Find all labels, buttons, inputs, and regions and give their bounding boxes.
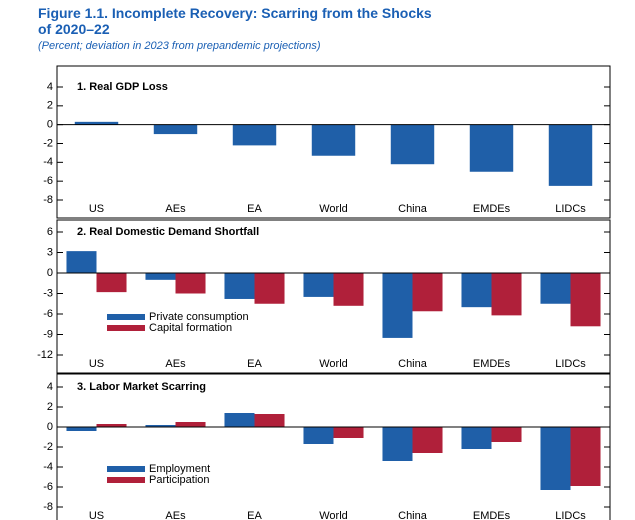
bar: [254, 273, 285, 304]
legend-label: Capital formation: [149, 322, 232, 334]
y-tick-label: -3: [43, 287, 53, 299]
y-tick-label: -9: [43, 328, 53, 340]
bar: [548, 124, 593, 186]
bar: [66, 251, 97, 273]
figure-subtitle: (Percent; deviation in 2023 from prepand…: [38, 40, 321, 52]
bar: [333, 273, 364, 306]
y-tick-label: -6: [43, 175, 53, 187]
bar: [254, 414, 285, 427]
bar: [303, 273, 334, 297]
y-tick-label: 2: [47, 401, 53, 413]
bar: [382, 427, 413, 461]
y-tick-label: -2: [43, 441, 53, 453]
x-tick-label: EA: [247, 358, 262, 370]
y-tick-label: 2: [47, 100, 53, 112]
x-tick-label: LIDCs: [555, 510, 586, 520]
bar: [175, 273, 206, 294]
bar: [74, 121, 119, 125]
bar: [540, 273, 571, 304]
panel-frame: [56, 65, 611, 219]
bar: [412, 273, 443, 312]
y-tick-label: 0: [47, 267, 53, 279]
x-tick-label: World: [319, 358, 348, 370]
panel-title: 1. Real GDP Loss: [77, 81, 168, 93]
bar: [461, 427, 492, 449]
figure-title: Figure 1.1. Incomplete Recovery: Scarrin…: [38, 5, 432, 37]
x-tick-label: China: [398, 203, 428, 215]
x-tick-label: AEs: [165, 358, 186, 370]
bar: [491, 273, 522, 316]
bar: [311, 124, 356, 156]
legend-label: Private consumption: [149, 311, 249, 323]
x-tick-label: EA: [247, 203, 262, 215]
x-tick-label: US: [89, 510, 104, 520]
x-tick-label: US: [89, 203, 104, 215]
x-tick-label: World: [319, 203, 348, 215]
bar: [153, 124, 198, 135]
y-tick-label: -12: [37, 349, 53, 361]
bar: [461, 273, 492, 308]
y-tick-label: -6: [43, 308, 53, 320]
bar: [491, 427, 522, 442]
bar: [96, 424, 127, 427]
legend-swatch: [107, 314, 145, 320]
x-tick-label: LIDCs: [555, 203, 586, 215]
y-tick-label: 4: [47, 381, 53, 393]
bar: [333, 427, 364, 438]
panel-frame: [56, 373, 611, 520]
y-tick-label: 0: [47, 421, 53, 433]
x-tick-label: EMDEs: [473, 510, 511, 520]
bar: [175, 422, 206, 427]
y-tick-label: -4: [43, 156, 53, 168]
y-tick-label: -6: [43, 481, 53, 493]
bar: [469, 124, 514, 172]
bar: [145, 425, 176, 427]
bar: [540, 427, 571, 490]
x-tick-label: China: [398, 358, 428, 370]
legend-swatch: [107, 325, 145, 331]
x-tick-label: World: [319, 510, 348, 520]
x-tick-label: EMDEs: [473, 358, 511, 370]
y-tick-label: 4: [47, 81, 53, 93]
y-tick-label: 6: [47, 226, 53, 238]
bar: [382, 273, 413, 338]
x-tick-label: AEs: [165, 510, 186, 520]
panel-title: 2. Real Domestic Demand Shortfall: [77, 226, 259, 238]
legend-label: Participation: [149, 474, 210, 486]
y-tick-label: -8: [43, 501, 53, 513]
x-tick-label: EMDEs: [473, 203, 511, 215]
bar: [224, 413, 255, 427]
bar: [224, 273, 255, 299]
panel-frame: [56, 219, 611, 374]
bar: [570, 427, 601, 486]
y-tick-label: -4: [43, 461, 53, 473]
y-tick-label: -8: [43, 194, 53, 206]
bar: [570, 273, 601, 327]
x-tick-label: China: [398, 510, 428, 520]
bar: [412, 427, 443, 453]
legend-swatch: [107, 477, 145, 483]
bar: [232, 124, 277, 146]
x-tick-label: US: [89, 358, 104, 370]
bar: [145, 273, 176, 280]
legend-swatch: [107, 466, 145, 472]
x-tick-label: EA: [247, 510, 262, 520]
panel-title: 3. Labor Market Scarring: [77, 381, 206, 393]
x-tick-label: AEs: [165, 203, 186, 215]
y-tick-label: -2: [43, 137, 53, 149]
x-tick-label: LIDCs: [555, 358, 586, 370]
y-tick-label: 0: [47, 119, 53, 131]
legend-label: Employment: [149, 463, 210, 475]
bar: [66, 427, 97, 431]
y-tick-label: 3: [47, 246, 53, 258]
bar: [96, 273, 127, 293]
bar: [390, 124, 435, 165]
bar: [303, 427, 334, 444]
